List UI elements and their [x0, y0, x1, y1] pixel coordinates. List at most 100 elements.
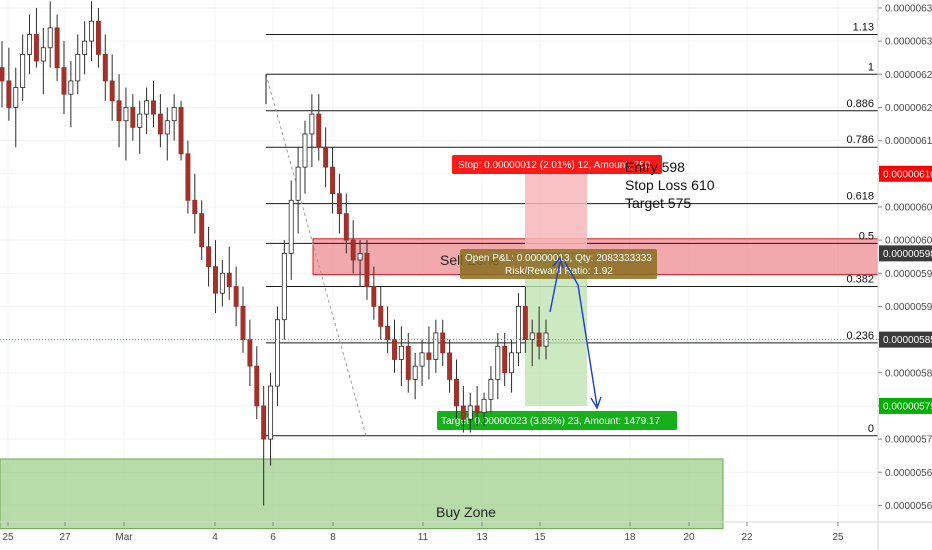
candle-body: [233, 286, 239, 307]
candle-body: [47, 27, 53, 49]
candle-body: [89, 20, 94, 42]
candle-body: [102, 53, 108, 82]
candle-body: [116, 100, 122, 122]
candle-body: [157, 113, 163, 135]
time-tick-label: 15: [534, 532, 546, 543]
candle-body: [405, 345, 411, 380]
time-tick-label: 8: [330, 532, 336, 543]
fib-level-label: 0.618: [846, 191, 874, 203]
down-arrow-head: [590, 396, 602, 410]
pnl-label-text: Open P&L: 0.00000013, Qty: 2083333333: [465, 253, 652, 264]
price-badge: [879, 165, 932, 182]
candle-body: [240, 306, 246, 340]
candle-body: [357, 252, 363, 261]
price-tick-label: 0.00000625: [885, 70, 932, 81]
candle-body: [488, 378, 494, 400]
candle-body: [419, 352, 425, 367]
candle-body: [288, 199, 294, 254]
candle-body: [40, 47, 46, 62]
candle-body: [130, 107, 136, 128]
time-tick-label: Mar: [115, 532, 133, 543]
candle-body: [316, 113, 322, 148]
candle-body: [164, 120, 170, 135]
candle-body: [309, 113, 315, 135]
candle-body: [509, 352, 515, 374]
candle-body: [27, 34, 33, 55]
price-badge-label: 0.00000575: [883, 401, 932, 412]
candle-body: [95, 20, 101, 55]
time-tick-label: 4: [212, 532, 218, 543]
candle-body: [178, 107, 184, 155]
candle-body: [398, 345, 404, 360]
time-tick-label: 27: [59, 532, 71, 543]
candle-body: [522, 306, 528, 340]
candle-body: [371, 286, 377, 307]
candle-body: [6, 80, 12, 108]
candle-body: [378, 306, 384, 327]
candle-body: [426, 352, 432, 360]
stop-label-badge: [452, 155, 662, 174]
price-badge: [879, 245, 932, 262]
candle-body: [515, 306, 521, 354]
candle-body: [281, 252, 287, 321]
candle-body: [454, 378, 459, 407]
price-badge-label: 0.00000585: [883, 335, 932, 346]
candle-body: [185, 153, 191, 201]
time-tick-label: 13: [476, 532, 488, 543]
buy-zone-box: [0, 458, 724, 530]
fib-level-label: 1: [868, 61, 874, 73]
chart-zones: Sell ZoneBuy Zone: [0, 238, 879, 530]
candle-body: [440, 332, 446, 354]
time-tick-label: 25: [2, 532, 14, 543]
price-tick-label: 0.00000565: [885, 468, 932, 479]
candle-body: [219, 272, 225, 294]
up-arrow-head: [552, 256, 564, 269]
candle-body: [336, 193, 342, 214]
candle-body: [302, 133, 308, 168]
candle-body: [343, 213, 349, 241]
chart-annotations[interactable]: Entry 598 Stop Loss 610 Target 575: [549, 159, 715, 410]
candle-body: [392, 339, 397, 360]
candle-body: [433, 332, 439, 360]
note-entry: Entry 598: [625, 159, 685, 175]
candle-body: [295, 166, 301, 201]
candle-body: [474, 405, 480, 413]
down-arrow-line: [564, 261, 598, 407]
candle-body: [137, 113, 143, 128]
candle-body: [268, 385, 274, 440]
candle-body: [502, 345, 508, 374]
fib-level-label: 0.786: [846, 134, 874, 146]
candle-body: [254, 365, 260, 407]
fib-trend-line: [265, 74, 367, 436]
candle-body: [460, 405, 466, 420]
price-badge: [879, 331, 932, 348]
price-badge-label: 0.00000598: [883, 249, 932, 260]
candle-body: [495, 345, 501, 380]
candle-body: [199, 213, 205, 248]
candle-body: [529, 332, 535, 340]
pnl-label-badge: [460, 249, 657, 279]
candle-body: [13, 87, 19, 108]
candle-body: [33, 34, 39, 62]
price-badge: [879, 397, 932, 414]
time-tick-label: 22: [741, 532, 753, 543]
candle-body: [350, 239, 356, 261]
candle-body: [412, 365, 418, 380]
candle-body: [192, 199, 198, 214]
fibonacci-retracement[interactable]: 1.13 1 0.886 0.786 0.618 0.5 0.382 0.236 0: [265, 21, 878, 437]
candle-body: [213, 266, 218, 294]
buy-zone-label: Buy Zone: [436, 504, 496, 520]
fib-level-label: 0.236: [846, 330, 874, 342]
candle-body: [364, 252, 370, 287]
candle-body: [151, 100, 156, 115]
stop-region: [525, 173, 587, 254]
candle-body: [82, 40, 88, 55]
target-label-badge: [437, 411, 677, 430]
